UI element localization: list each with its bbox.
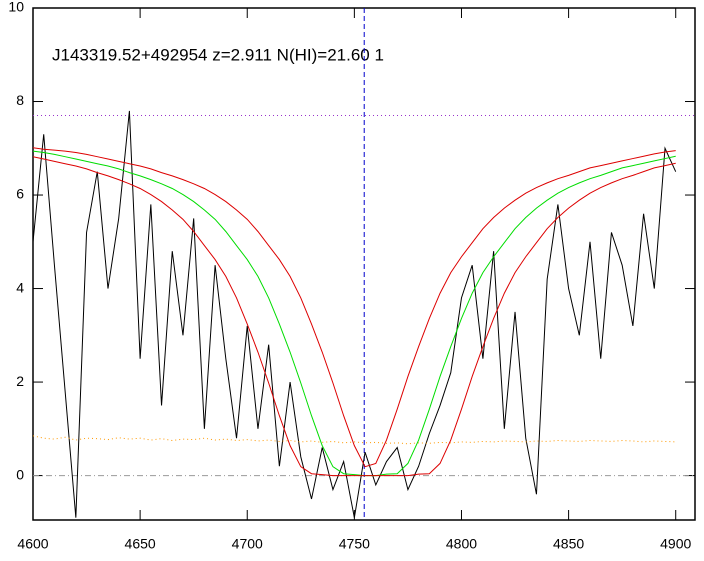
- y-tick-label: 8: [16, 92, 24, 108]
- y-tick-label: 0: [16, 466, 24, 482]
- y-tick-label: 4: [16, 279, 24, 295]
- x-tick-label: 4700: [232, 536, 263, 552]
- x-tick-label: 4600: [17, 536, 48, 552]
- series-line: [33, 110, 677, 518]
- x-tick-label: 4750: [339, 536, 370, 552]
- x-tick-label: 4850: [553, 536, 584, 552]
- y-tick-label: 2: [16, 373, 24, 389]
- x-tick-label: 4800: [446, 536, 477, 552]
- x-tick-label: 4900: [660, 536, 691, 552]
- y-tick-label: 10: [8, 0, 24, 15]
- x-tick-label: 4650: [125, 536, 156, 552]
- chart-title: J143319.52+492954 z=2.911 N(HI)=21.60 1: [52, 45, 384, 64]
- series-line: [33, 156, 676, 477]
- series-line: [33, 147, 676, 468]
- series-line: [33, 150, 676, 477]
- series-line: [33, 435, 676, 445]
- y-tick-label: 6: [16, 186, 24, 202]
